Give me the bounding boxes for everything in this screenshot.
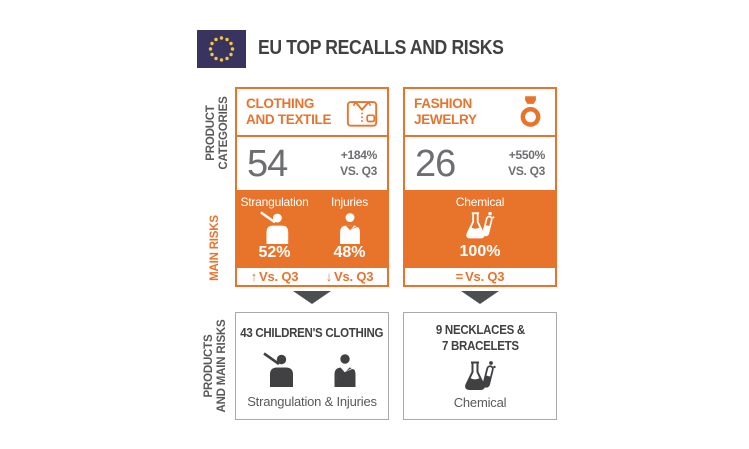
injured-person-icon — [339, 213, 360, 245]
chemical-risk: Chemical 100% — [405, 190, 555, 268]
chemical-risk-percent: 100% — [459, 243, 501, 261]
injured-person-icon — [334, 353, 356, 387]
strangulation-trend-label: Vs. Q3 — [259, 269, 299, 284]
page-title: EU TOP RECALLS AND RISKS — [258, 37, 504, 59]
jewelry-change-vs: VS. Q3 — [508, 163, 545, 178]
chemical-flask-icon — [465, 361, 496, 391]
product-categories-line1: PRODUCT — [205, 105, 217, 161]
clothing-name-line1: CLOTHING — [246, 96, 315, 111]
clothing-card-header: CLOTHING AND TEXTILE — [237, 89, 387, 137]
clothing-product-icons — [261, 351, 363, 387]
injuries-risk-percent: 48% — [333, 244, 366, 262]
ring-icon — [520, 96, 541, 127]
eu-flag-icon — [197, 30, 246, 68]
clothing-category-card: CLOTHING AND TEXTILE 54 +184% VS. Q3 — [235, 87, 389, 287]
clothing-change-pct: +184% — [340, 147, 378, 162]
down-triangle-icon — [461, 291, 499, 304]
jewelry-category-card: FASHION JEWELRY 26 +550% VS. Q3 Chemical — [403, 87, 557, 287]
jewelry-product-title: 9 NECKLACES & 7 BRACELETS — [435, 323, 524, 354]
jewelry-product-title-line1: 9 NECKLACES & — [435, 323, 525, 337]
jewelry-name-line1: FASHION — [414, 96, 472, 111]
product-categories-line2: CATEGORIES — [218, 96, 231, 170]
jewelry-products-card: 9 NECKLACES & 7 BRACELETS Chemical — [403, 312, 557, 420]
clothing-change-vs: VS. Q3 — [340, 163, 377, 178]
main-risks-label: MAIN RISKS — [209, 215, 221, 281]
jewelry-count-row: 26 +550% VS. Q3 — [405, 137, 555, 190]
products-main-risks-label: PRODUCTS AND MAIN RISKS — [203, 311, 229, 421]
injuries-trend: ↓ Vs. Q3 — [312, 268, 387, 285]
clothing-product-risks: Strangulation & Injuries — [247, 394, 377, 409]
strangulation-risk: Strangulation 52% — [237, 190, 312, 268]
injuries-risk: Injuries 48% — [312, 190, 387, 268]
shirt-icon — [346, 101, 378, 127]
jewelry-product-icons — [461, 359, 499, 395]
clothing-name-line2: AND TEXTILE — [246, 112, 332, 128]
products-line2: AND MAIN RISKS — [216, 319, 229, 413]
jewelry-name-line2: JEWELRY — [414, 112, 477, 128]
injuries-trend-label: Vs. Q3 — [334, 269, 374, 284]
clothing-change: +184% VS. Q3 — [340, 148, 377, 179]
jewelry-recall-count: 26 — [415, 142, 456, 185]
strangulation-risk-percent: 52% — [258, 244, 291, 262]
chemical-flask-icon — [466, 212, 495, 239]
jewelry-main-risks: Chemical 100% — [405, 190, 555, 268]
jewelry-change: +550% VS. Q3 — [508, 148, 545, 179]
strangulation-person-icon — [263, 352, 293, 387]
injuries-risk-label: Injuries — [330, 195, 369, 209]
chemical-trend: = Vs. Q3 — [405, 268, 555, 285]
clothing-vs-q3-strip: ↑ Vs. Q3 ↓ Vs. Q3 — [237, 268, 387, 285]
jewelry-change-pct: +550% — [508, 147, 546, 162]
strangulation-trend: ↑ Vs. Q3 — [237, 268, 312, 285]
up-arrow-icon: ↑ — [250, 269, 258, 284]
down-triangle-icon — [293, 291, 331, 304]
clothing-product-title: 43 CHILDREN'S CLOTHING — [240, 326, 384, 340]
strangulation-person-icon — [259, 211, 288, 245]
jewelry-product-risks: Chemical — [453, 395, 507, 411]
jewelry-vs-q3-strip: = Vs. Q3 — [405, 268, 555, 285]
clothing-products-card: 43 CHILDREN'S CLOTHING Strangulation & I… — [235, 312, 389, 420]
clothing-category-name: CLOTHING AND TEXTILE — [246, 96, 387, 128]
chemical-risk-label: Chemical — [455, 195, 505, 209]
jewelry-category-name: FASHION JEWELRY — [414, 96, 555, 128]
strangulation-risk-label: Strangulation — [240, 195, 309, 209]
clothing-count-row: 54 +184% VS. Q3 — [237, 137, 387, 190]
down-arrow-icon: ↓ — [325, 269, 333, 284]
product-categories-label: PRODUCT CATEGORIES — [205, 78, 231, 188]
jewelry-card-header: FASHION JEWELRY — [405, 89, 555, 137]
products-line1: PRODUCTS — [203, 334, 215, 398]
jewelry-product-title-line2: 7 BRACELETS — [441, 338, 519, 353]
clothing-main-risks: Strangulation 52% Injuries 48% — [237, 190, 387, 268]
chemical-trend-label: Vs. Q3 — [465, 269, 505, 284]
clothing-recall-count: 54 — [247, 142, 288, 185]
equals-icon: = — [455, 269, 464, 284]
